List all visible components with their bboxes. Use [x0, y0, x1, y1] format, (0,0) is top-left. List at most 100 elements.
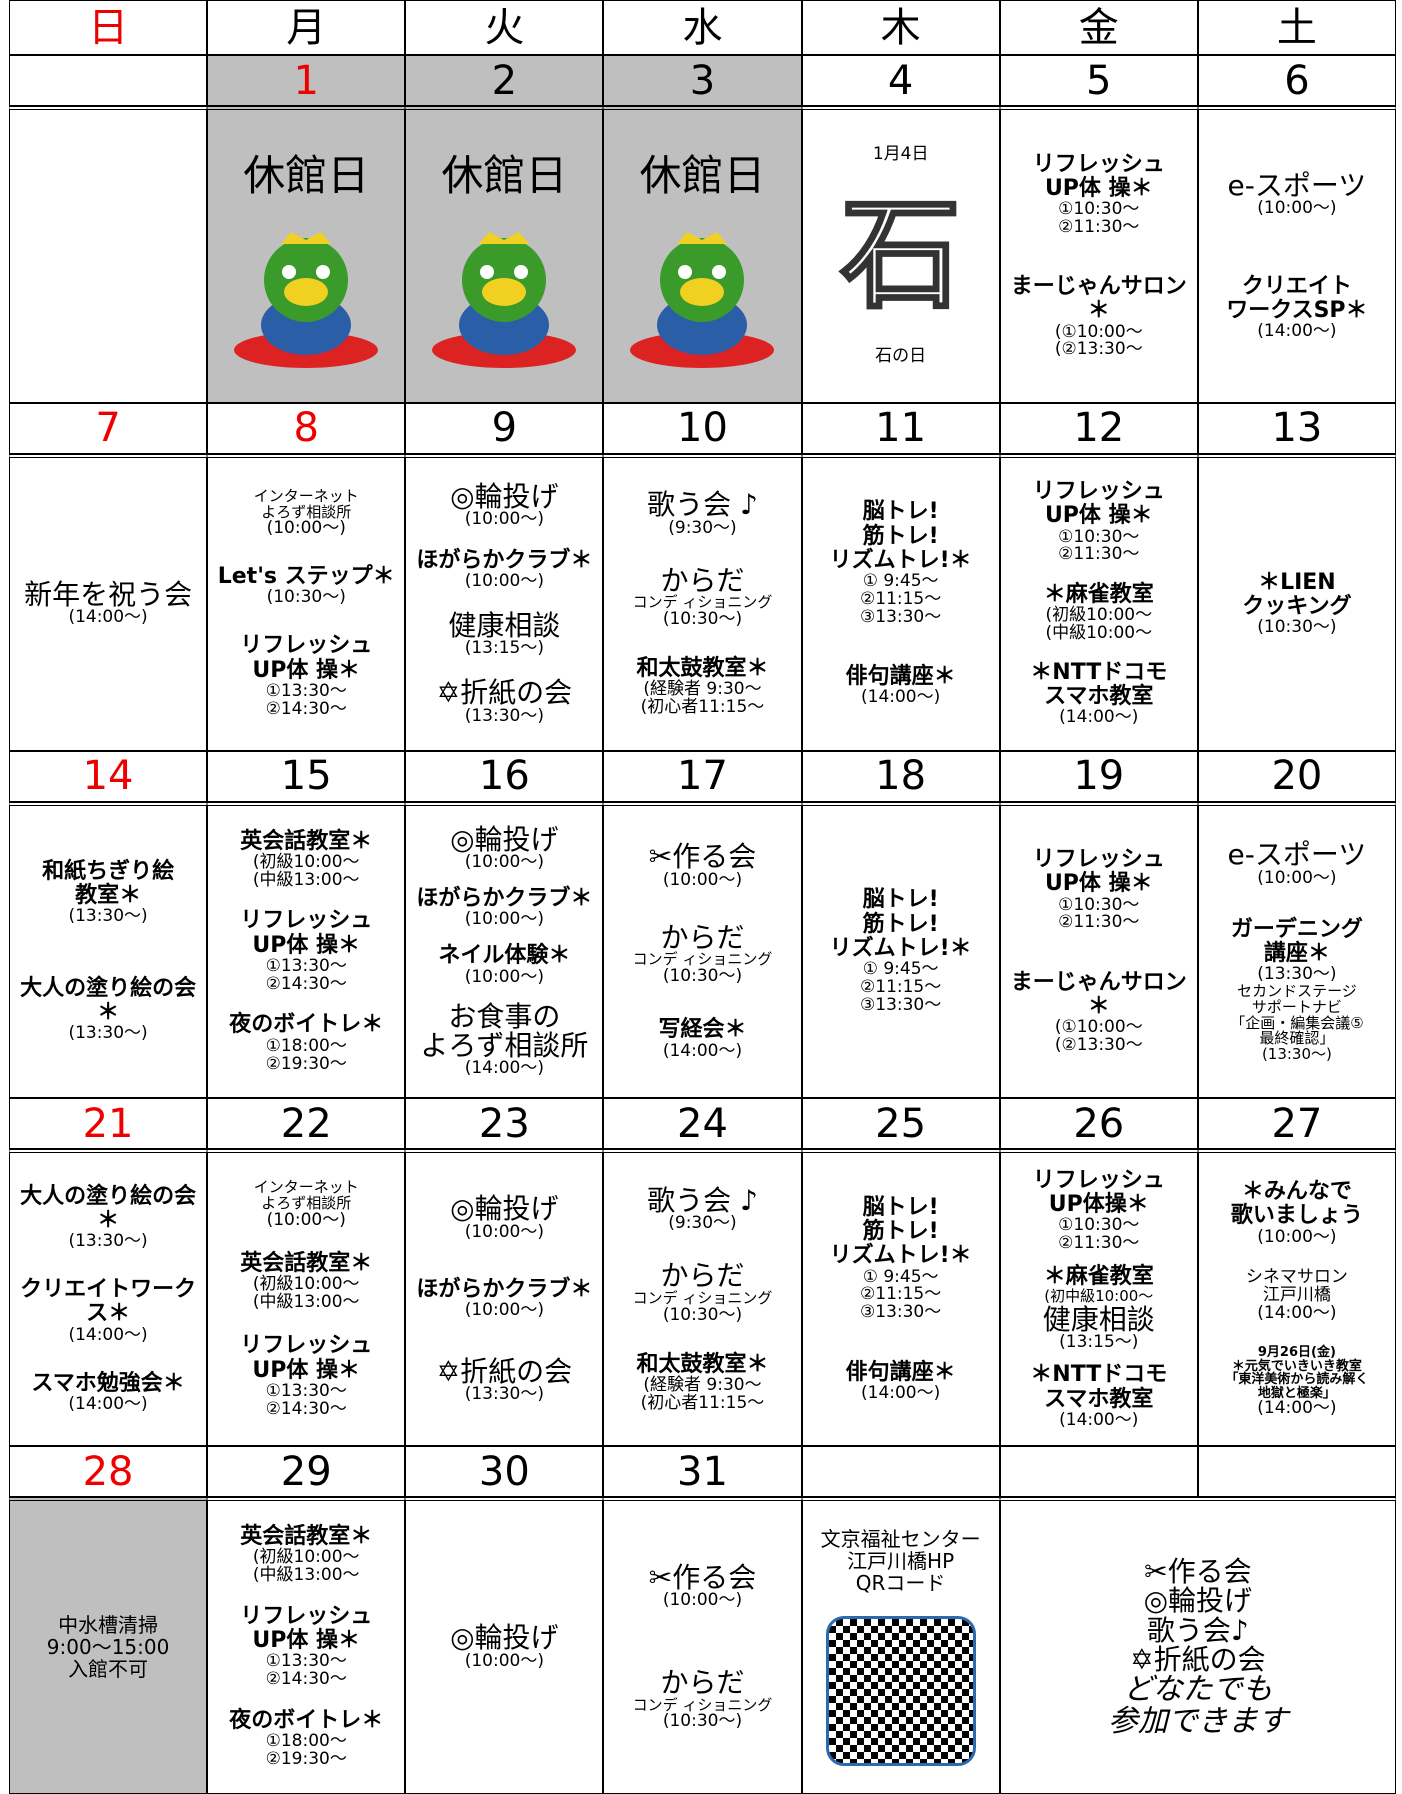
event: 脳トレ! 筋トレ! リズムトレ!＊ ① 9:45～ ②11:15～ ③13:30～ — [830, 888, 972, 1014]
event: からだ コンデ ィショニング (10:30～) — [633, 565, 773, 629]
event-text: ②14:30～ — [265, 1398, 347, 1419]
event-text: e-スポーツ — [1227, 168, 1367, 202]
event-text: 1月4日 — [872, 144, 929, 165]
event-text: UP体 操＊ — [252, 1628, 361, 1654]
date — [1197, 1446, 1396, 1498]
event-text: ＊みんなで — [1241, 1179, 1352, 1205]
day-cell: リフレッシュ UP体 操＊ ①10:30～ ②11:30～ まーじゃんサロン＊ (①10:… — [999, 801, 1198, 1099]
event-text: 休館日 — [441, 150, 568, 200]
date: 9 — [405, 402, 604, 454]
event-text: (13:30～) — [1261, 1045, 1332, 1064]
event: ほがらかクラブ＊ (10:00～) — [416, 1278, 592, 1320]
event-text: UP体操＊ — [1048, 1192, 1149, 1218]
day-cell: 大人の塗り絵の会＊ (13:30～) クリエイトワークス＊ (14:00～) スマホ勉強… — [9, 1149, 208, 1447]
event-text: 和太鼓教室＊ — [636, 656, 769, 682]
event: リフレッシュ UP体 操＊ ①13:30～ ②14:30～ — [240, 1604, 372, 1689]
weekday: 日 — [9, 0, 208, 55]
date: 22 — [207, 1098, 406, 1150]
date: 23 — [405, 1098, 604, 1150]
event-text: ◎輪投げ — [450, 822, 559, 856]
event: まーじゃんサロン＊ (①10:00～ (②13:30～ — [1003, 969, 1195, 1055]
event-text: (13:30～) — [68, 906, 148, 927]
event: クリエイト ワークスSP＊ (14:00～) — [1226, 274, 1367, 341]
day-cell: リフレッシュ UP体操＊ ①10:30～ ②11:30～ ＊麻雀教室 (初中級10:00～… — [999, 1149, 1198, 1447]
event-text: (10:00～) — [266, 518, 346, 539]
event-text: 石 — [839, 185, 962, 325]
event: 和太鼓教室＊ (経験者 9:30～ (初心者11:15～ — [636, 1351, 769, 1413]
event-text: ＊LIEN — [1258, 569, 1336, 595]
event-text: (10:00～) — [464, 966, 544, 987]
event: ほがらかクラブ＊ (10:00～) — [416, 548, 592, 592]
event-text: スマホ勉強会＊ — [31, 1370, 185, 1396]
event-text: ＊元気でいきいき教室 — [1231, 1358, 1362, 1374]
event-text: 俳句講座＊ — [845, 663, 956, 689]
event-text: 大人の塗り絵の会＊ — [20, 975, 197, 1025]
day-cell: 英会話教室＊ (初級10:00～ (中級13:00～ リフレッシュ UP体 操＊ ①13:… — [207, 801, 406, 1099]
event: 新年を祝う会 (14:00～) — [24, 580, 192, 627]
event-text: UP体 操＊ — [1044, 175, 1153, 201]
event-text: (10:00～) — [662, 1590, 743, 1611]
event-text: ＊麻雀教室 — [1043, 1263, 1154, 1289]
event: 和紙ちぎり絵 教室＊ (13:30～) — [42, 859, 174, 927]
event: クリエイトワークス＊ (14:00～) — [12, 1278, 204, 1344]
weekday: 水 — [603, 0, 802, 55]
event-text: 歌う会♪ — [1146, 1613, 1249, 1647]
event-text: 脳トレ! — [862, 499, 939, 525]
event-text: 教室＊ — [75, 883, 142, 909]
event: からだ コンデ ィショニング (10:30～) — [633, 1261, 773, 1324]
event-text: ①10:30～ — [1058, 1215, 1140, 1236]
event-text: 歌う会 ♪ — [647, 1183, 758, 1217]
event-text: (13:15～) — [464, 638, 544, 659]
event-text: ①10:30～ — [1058, 894, 1140, 915]
event-text: ＊NTTドコモ — [1030, 659, 1168, 685]
event-text: ① 9:45～ — [862, 959, 939, 979]
event-text: (初級10:00～ — [252, 1547, 360, 1568]
event-text: ✡折紙の会 — [1130, 1642, 1266, 1676]
event-text: 筋トレ! — [862, 1219, 939, 1245]
event: 1月4日 — [872, 144, 929, 165]
event-text: (13:30～) — [1257, 964, 1337, 985]
event: リフレッシュ UP体 操＊ ①13:30～ ②14:30～ — [240, 909, 372, 993]
date: 14 — [9, 750, 208, 802]
event-text: ②11:15～ — [860, 1284, 942, 1305]
event-text: (初心者11:15～ — [640, 1392, 765, 1413]
date: 10 — [603, 402, 802, 454]
event-text: (①10:00～ — [1054, 1017, 1143, 1038]
event-text: ①13:30～ — [265, 955, 347, 976]
event-text: (14:00～) — [1257, 1303, 1337, 1324]
day-cell: リフレッシュ UP体 操＊ ①10:30～ ②11:30～ まーじゃんサロン＊ (①10:… — [999, 106, 1198, 403]
event-text: ②11:30～ — [1058, 544, 1140, 565]
event-text: ①13:30～ — [265, 680, 347, 701]
event-text: 石の日 — [875, 345, 927, 366]
event-text: (13:30～) — [68, 1023, 148, 1044]
event-text: スマホ教室 — [1044, 684, 1154, 710]
event-text: (10:30～) — [662, 965, 743, 986]
date: 29 — [207, 1446, 406, 1498]
event-text: (10:00～) — [464, 571, 544, 592]
date: 19 — [999, 750, 1198, 802]
event: 休館日 — [243, 142, 369, 203]
event-text: まーじゃんサロン＊ — [1010, 969, 1187, 1019]
date: 16 — [405, 750, 604, 802]
date: 13 — [1197, 402, 1396, 454]
event-text: (14:00～) — [68, 1394, 148, 1414]
event-text: からだ — [660, 1259, 745, 1293]
event-text: (14:00～) — [1059, 1409, 1139, 1430]
event-text: 和太鼓教室＊ — [636, 1351, 769, 1377]
date: 2 — [405, 55, 604, 106]
dragon-illustration — [630, 232, 775, 369]
event-text: UP体 操＊ — [252, 932, 361, 958]
event: ＊NTTドコモ スマホ教室 (14:00～) — [1030, 659, 1168, 727]
day-cell: 1月4日石石の日 — [801, 106, 1000, 403]
event-text: リズムトレ!＊ — [829, 935, 972, 961]
event: ✂作る会 (10:00～) — [649, 842, 756, 889]
date: 25 — [801, 1098, 1000, 1150]
event-text: 英会話教室＊ — [240, 1524, 373, 1550]
event: ＊麻雀教室 (初中級10:00～ 健康相談 (13:15～) — [1043, 1263, 1155, 1352]
event: 俳句講座＊ (14:00～) — [845, 663, 956, 707]
event-text: インターネット — [253, 486, 359, 505]
event-text: 脳トレ! — [862, 887, 939, 913]
event-text: (中級13:00～ — [252, 1565, 360, 1586]
date: 24 — [603, 1098, 802, 1150]
day-cell: ◎輪投げ (10:00～) ほがらかクラブ＊ (10:00～) 健康相談 (13:15～)… — [405, 453, 604, 751]
